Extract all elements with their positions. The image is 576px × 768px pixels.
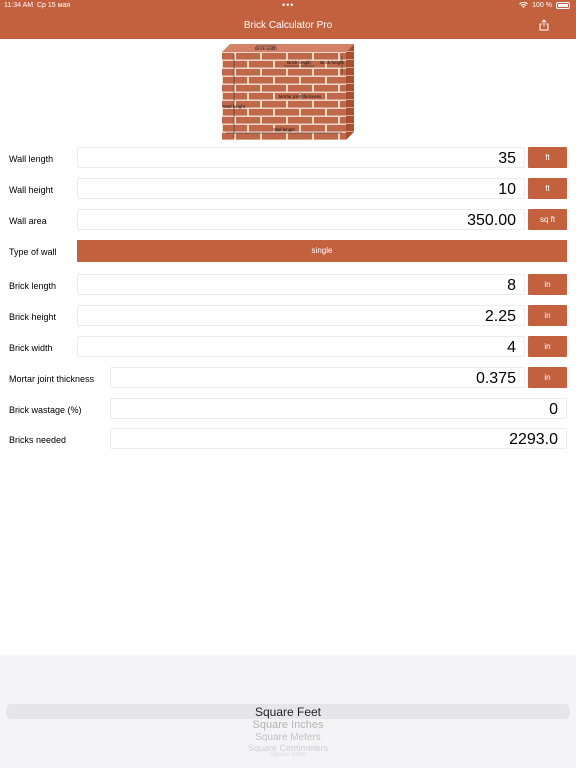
brick-wastage-field[interactable]: 0	[110, 398, 567, 419]
diagram-label-wall-length: Wall length	[273, 127, 296, 132]
diagram-label-brick-height: Brick height	[320, 60, 344, 65]
status-time: 11:34 AM Ср 15 мая	[4, 2, 71, 9]
unit-picker[interactable]: Square Feet Square Inches Square Meters …	[0, 655, 576, 768]
brick-wastage-label: Brick wastage (%)	[9, 405, 82, 415]
mortar-thickness-unit-button[interactable]: in	[528, 367, 567, 388]
picker-option[interactable]: Square Inches	[252, 719, 324, 731]
multitasking-dots-icon[interactable]: •••	[282, 0, 295, 10]
status-right: 100 %	[519, 2, 570, 9]
diagram-label-mortar: Mortar joint thickness	[279, 94, 322, 99]
brick-wall-diagram: Brick width Brick length Brick height Mo…	[222, 44, 354, 140]
brick-height-label: Brick height	[9, 312, 57, 322]
wall-area-unit-button[interactable]: sq ft	[528, 209, 567, 230]
brick-width-label: Brick width	[9, 343, 53, 353]
status-bar: 11:34 AM Ср 15 мая ••• 100 %	[0, 0, 576, 12]
brick-width-unit-button[interactable]: in	[528, 336, 567, 357]
type-of-wall-label: Type of wall	[9, 247, 57, 257]
brick-length-field[interactable]: 8	[77, 274, 525, 295]
diagram-label-wall-height: Wall height	[223, 104, 246, 109]
mortar-thickness-field[interactable]: 0.375	[110, 367, 525, 388]
picker-option[interactable]: Square Yards	[269, 752, 307, 758]
picker-option[interactable]: Square Centimeters	[247, 743, 329, 753]
bricks-needed-field: 2293.0	[110, 428, 567, 449]
battery-icon	[556, 2, 570, 9]
wall-height-label: Wall height	[9, 185, 54, 195]
battery-percent: 100 %	[532, 2, 552, 9]
bricks-needed-label: Bricks needed	[9, 435, 67, 445]
nav-bar: Brick Calculator Pro	[0, 12, 576, 39]
diagram-label-brick-length: Brick length	[287, 60, 311, 65]
wall-area-field[interactable]: 350.00	[77, 209, 525, 230]
page-title: Brick Calculator Pro	[243, 20, 333, 31]
mortar-thickness-label: Mortar joint thickness	[9, 374, 95, 384]
picker-option-selected[interactable]: Square Feet	[254, 705, 322, 719]
wall-height-field[interactable]: 10	[77, 178, 525, 199]
wall-height-unit-button[interactable]: ft	[528, 178, 567, 199]
brick-height-unit-button[interactable]: in	[528, 305, 567, 326]
wall-length-unit-button[interactable]: ft	[528, 147, 567, 168]
brick-height-field[interactable]: 2.25	[77, 305, 525, 326]
wall-length-field[interactable]: 35	[77, 147, 525, 168]
diagram-label-brick-width: Brick width	[255, 46, 277, 51]
picker-option[interactable]: Square Meters	[255, 732, 321, 743]
wall-length-label: Wall length	[9, 154, 54, 164]
wifi-icon	[519, 2, 529, 9]
brick-width-field[interactable]: 4	[77, 336, 525, 357]
picker-selection-band	[6, 704, 570, 719]
brick-length-label: Brick length	[9, 281, 57, 291]
type-of-wall-button[interactable]: single	[77, 240, 567, 262]
share-icon[interactable]	[538, 19, 550, 31]
brick-length-unit-button[interactable]: in	[528, 274, 567, 295]
wall-area-label: Wall area	[9, 216, 47, 226]
